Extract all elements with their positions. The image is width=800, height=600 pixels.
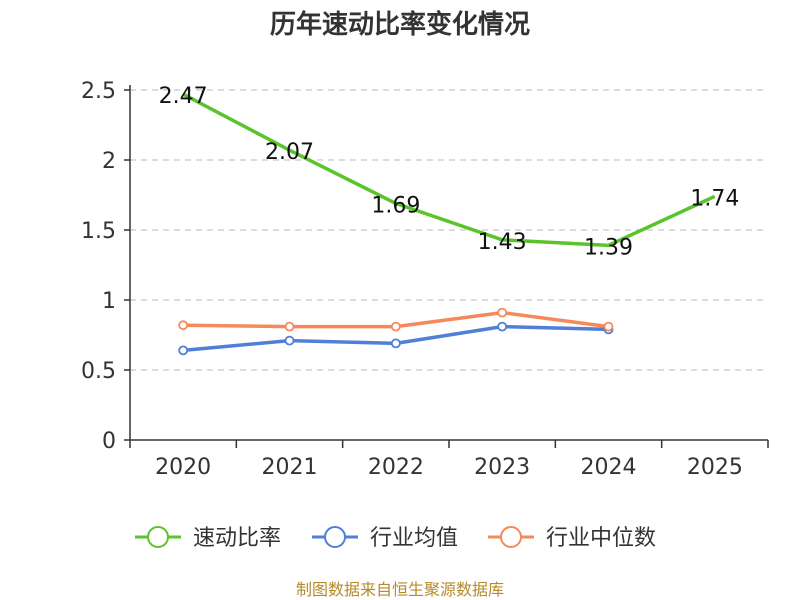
series-2-point-2021 (284, 321, 295, 332)
x-tick-label-2021: 2021 (262, 455, 318, 480)
legend-item-0: 速动比率 (135, 526, 281, 551)
data-label-2023: 1.43 (478, 230, 527, 255)
legend-label: 行业中位数 (546, 526, 656, 551)
x-tick-labels: 2020 2021 2022 2023 2024 2025 (155, 455, 743, 480)
series-2-point-2020 (178, 320, 189, 331)
series-1-point-2022 (390, 338, 401, 349)
data-label-2020: 2.47 (159, 84, 208, 109)
series-2-point-2023 (497, 307, 508, 318)
x-tick-label-2020: 2020 (155, 455, 211, 480)
x-tick-label-2024: 2024 (581, 455, 637, 480)
gridlines (130, 89, 768, 371)
y-tick-label: 1 (102, 289, 116, 314)
chart-title: 历年速动比率变化情况 (270, 9, 530, 40)
legend: 速动比率 行业均值 行业中位数 (135, 526, 656, 551)
series-line-0 (182, 92, 716, 248)
legend-label: 速动比率 (193, 526, 281, 551)
y-tick-label: 2.5 (81, 79, 116, 104)
legend-item-2: 行业中位数 (488, 526, 656, 551)
x-tick-label-2022: 2022 (368, 455, 424, 480)
y-tick-label: 0.5 (81, 359, 116, 384)
y-tick-label: 0 (102, 429, 116, 454)
legend-marker (147, 526, 169, 548)
legend-marker (500, 526, 522, 548)
data-label-2025: 1.74 (690, 186, 739, 211)
series-1-point-2020 (178, 345, 189, 356)
source-note: 制图数据来自恒生聚源数据库 (296, 580, 504, 599)
x-tick-label-2025: 2025 (687, 455, 743, 480)
data-label-2024: 1.39 (584, 235, 633, 260)
series-lines (178, 92, 716, 356)
y-tick-labels: 0 0.5 1 1.5 2 2.5 (81, 79, 116, 454)
x-tick-label-2023: 2023 (474, 455, 530, 480)
data-labels: 2.47 2.07 1.69 1.43 1.39 1.74 (159, 84, 740, 260)
y-tick-label: 2 (102, 149, 116, 174)
data-label-2021: 2.07 (265, 140, 314, 165)
legend-label: 行业均值 (370, 526, 458, 551)
legend-marker (324, 526, 346, 548)
series-2-point-2024 (603, 321, 614, 332)
series-2-point-2022 (390, 321, 401, 332)
series-1-point-2021 (284, 335, 295, 346)
y-tick-label: 1.5 (81, 219, 116, 244)
legend-item-1: 行业均值 (312, 526, 458, 551)
series-1-point-2023 (497, 321, 508, 332)
data-label-2022: 1.69 (371, 193, 420, 218)
axes (124, 85, 769, 448)
